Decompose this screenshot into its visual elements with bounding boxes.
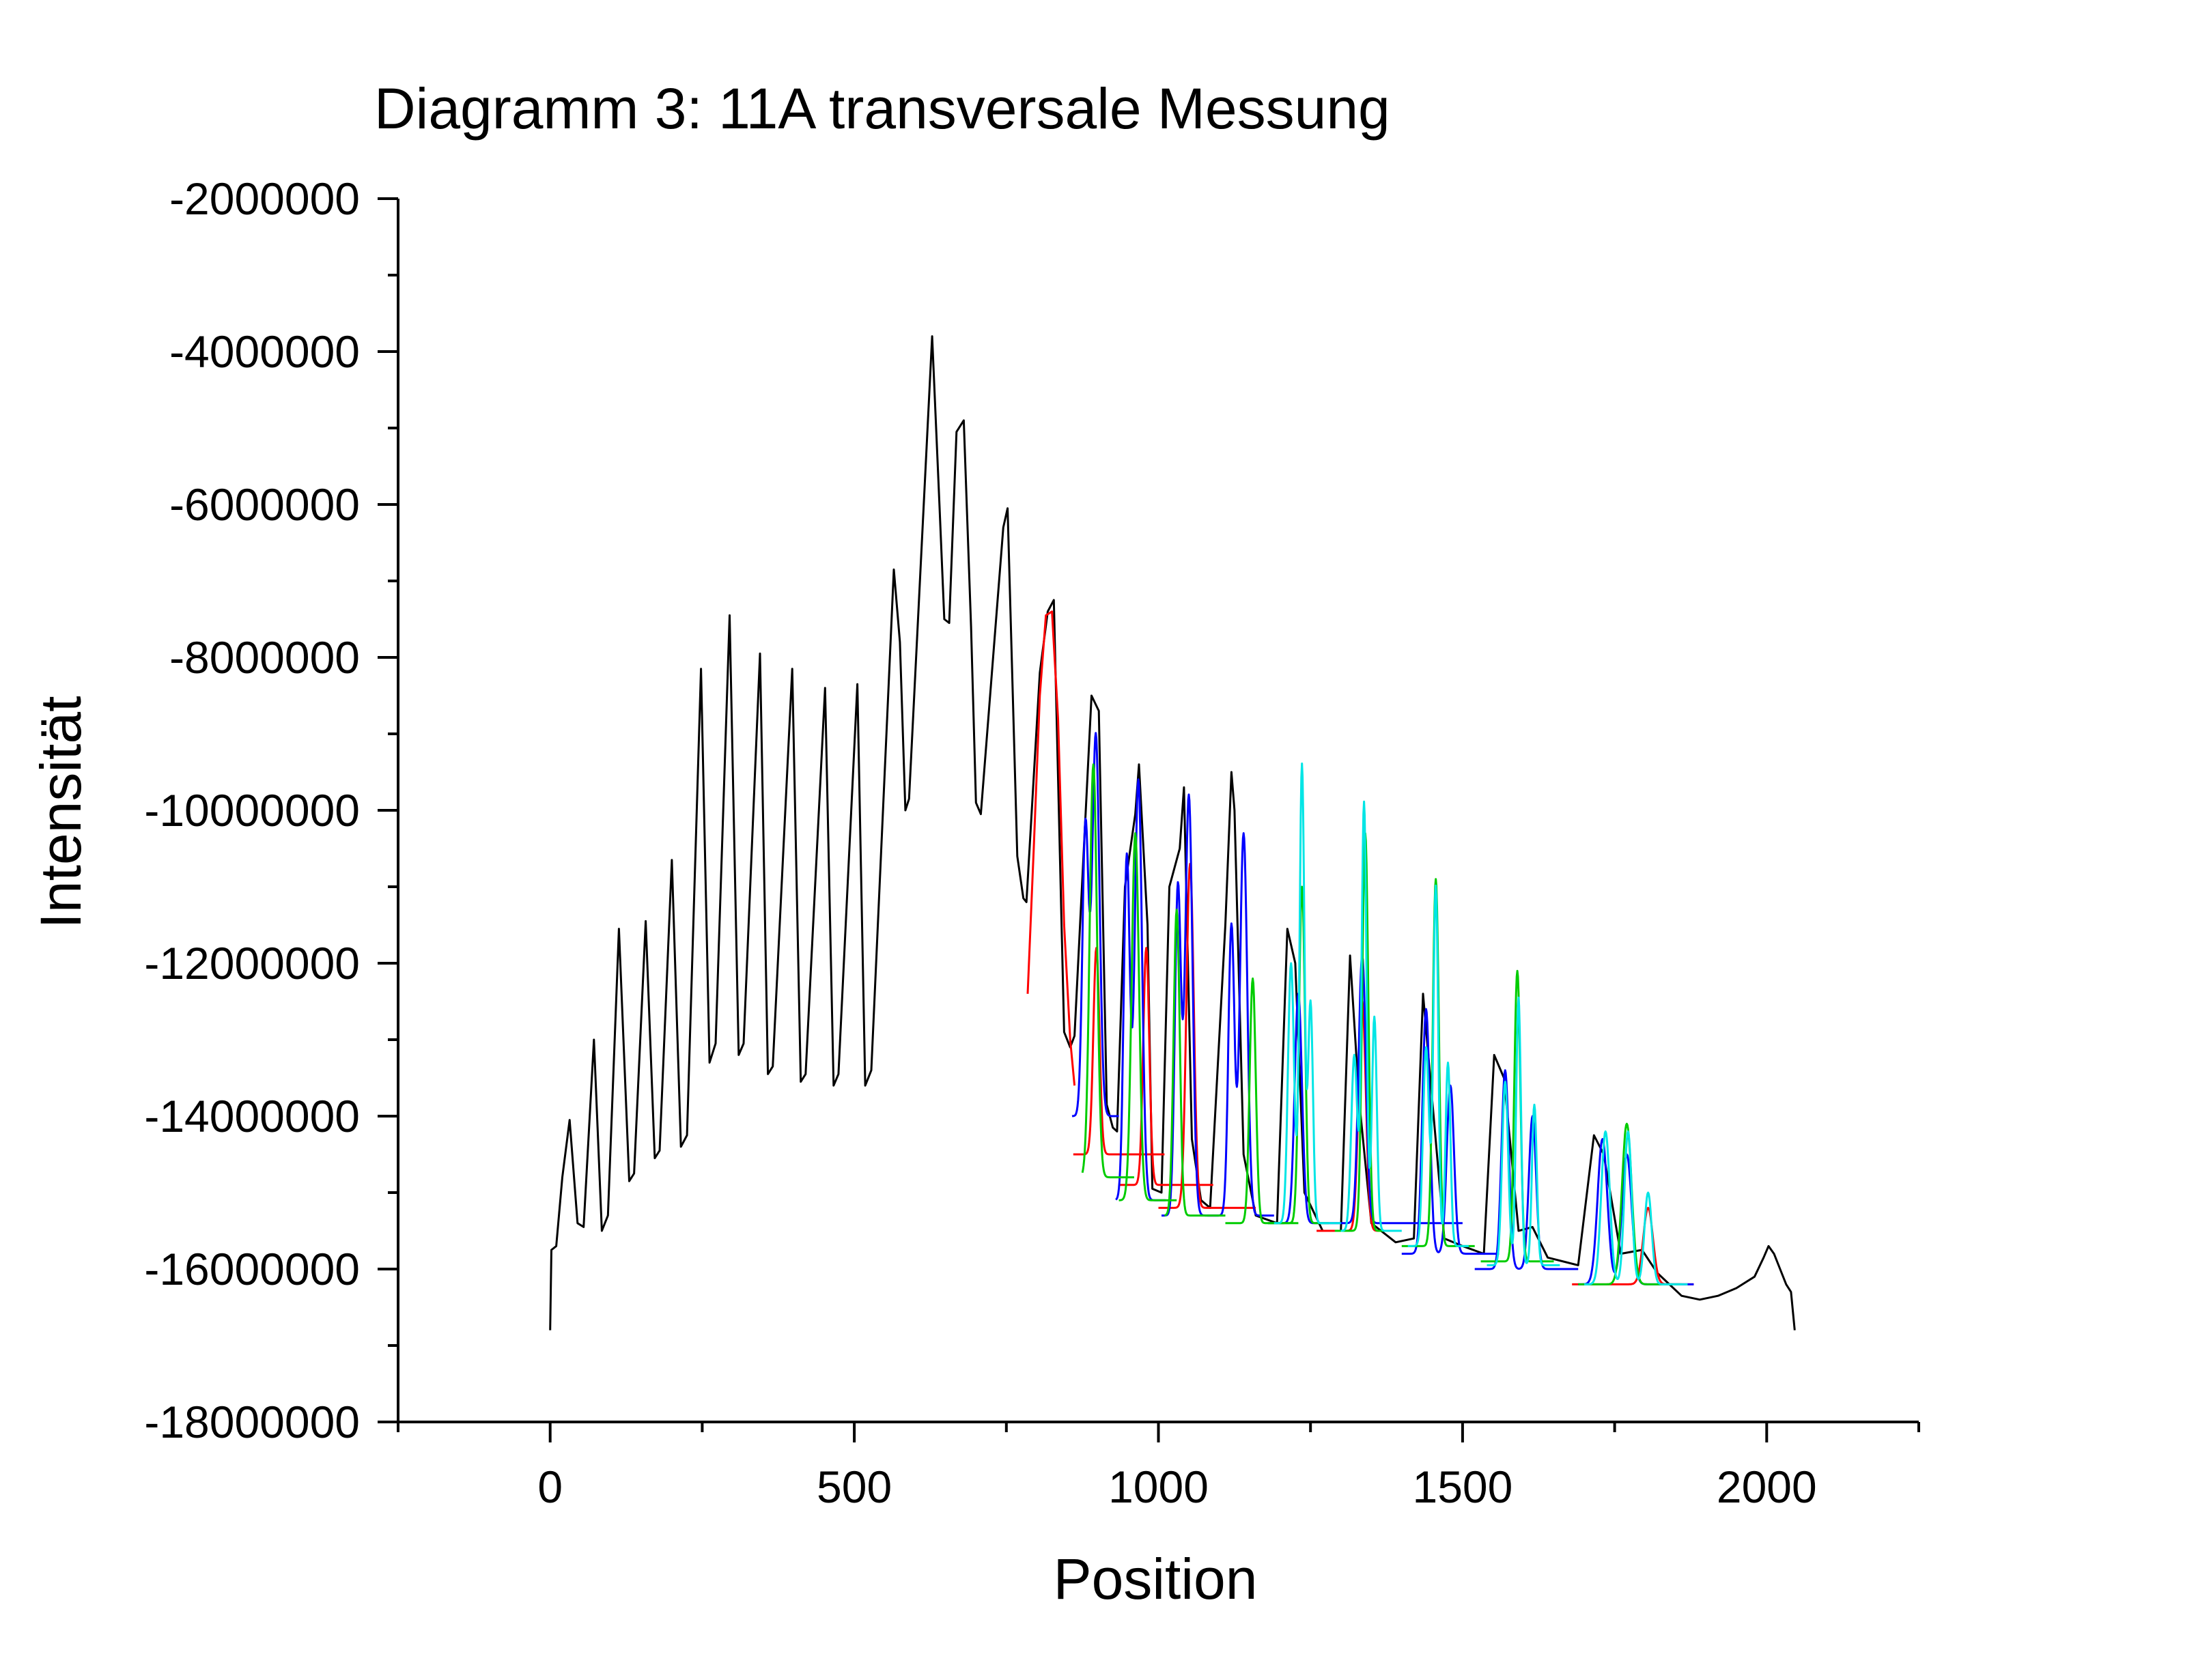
- y-tick-label: -6000000: [169, 479, 360, 530]
- y-tick-label: -12000000: [144, 938, 360, 988]
- y-tick-label: -18000000: [144, 1397, 360, 1447]
- y-axis-title: Intensität: [29, 696, 93, 929]
- fit-peak-2: [1407, 884, 1469, 1247]
- fit-peak-1: [1118, 832, 1177, 1201]
- y-tick-label: -16000000: [144, 1244, 360, 1294]
- x-tick-label: 1500: [1412, 1462, 1512, 1512]
- x-tick-label: 500: [817, 1462, 892, 1512]
- x-tick-label: 1000: [1108, 1462, 1209, 1512]
- fit-peak-2: [1157, 862, 1256, 1209]
- fit-peak-3: [1486, 996, 1560, 1266]
- series-fit-4: [1273, 763, 1689, 1285]
- fit-peak-6: [1474, 1069, 1579, 1270]
- y-tick-label: -4000000: [169, 326, 360, 377]
- fit-peak-0: [1071, 732, 1120, 1117]
- plot-series: [549, 335, 1796, 1330]
- fit-peak-4: [1267, 954, 1463, 1225]
- fit-peak-1: [1340, 800, 1403, 1232]
- fit-peak-0: [1081, 763, 1135, 1179]
- fit-segment-0: [1026, 610, 1076, 1086]
- x-axis-title: Position: [1054, 1547, 1258, 1611]
- y-tick-label: -2000000: [169, 173, 360, 224]
- axes: -2000000 -4000000 -6000000 -8000000 -1000000…: [144, 173, 1920, 1512]
- fit-peak-0: [1073, 947, 1165, 1156]
- y-tick-label: -8000000: [169, 632, 360, 683]
- x-tick-label: 0: [537, 1462, 563, 1512]
- y-tick-label: -10000000: [144, 785, 360, 836]
- fit-peak-2: [1164, 909, 1226, 1217]
- chart-title: Diagramm 3: 11A transversale Messung: [374, 76, 1390, 141]
- fit-peak-4: [1583, 1130, 1689, 1285]
- fit-peak-0: [1273, 763, 1342, 1225]
- y-tick-label: -14000000: [144, 1091, 360, 1141]
- x-tick-label: 2000: [1717, 1462, 1817, 1512]
